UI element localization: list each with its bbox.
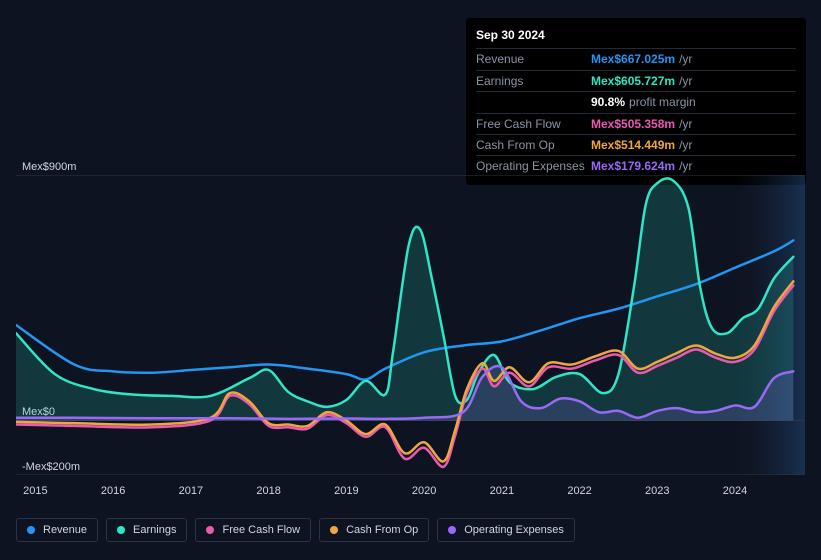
tooltip-row-value: Mex$605.727m xyxy=(591,74,675,88)
x-axis-tick-label: 2015 xyxy=(23,485,47,497)
tooltip-row-label: Free Cash Flow xyxy=(476,117,591,131)
tooltip-row: EarningsMex$605.727m/yr xyxy=(476,70,796,91)
tooltip-row-value: Mex$179.624m xyxy=(591,159,675,173)
tooltip-title: Sep 30 2024 xyxy=(476,24,796,48)
tooltip: Sep 30 2024 RevenueMex$667.025m/yrEarnin… xyxy=(466,18,806,185)
x-axis-tick-label: 2022 xyxy=(567,485,591,497)
legend-dot-icon xyxy=(448,526,456,534)
legend-item[interactable]: Free Cash Flow xyxy=(195,518,311,542)
x-axis-tick-label: 2023 xyxy=(645,485,669,497)
legend-item[interactable]: Earnings xyxy=(106,518,187,542)
x-axis-tick-label: 2024 xyxy=(723,485,747,497)
legend-label: Cash From Op xyxy=(346,524,418,536)
tooltip-row-unit: /yr xyxy=(679,138,692,152)
legend-item[interactable]: Cash From Op xyxy=(319,518,429,542)
legend-item[interactable]: Revenue xyxy=(16,518,98,542)
tooltip-row-value: Mex$505.358m xyxy=(591,117,675,131)
x-axis-ticks: 2015 2016 2017 2018 2019 2020 2021 2022 2023 2024 xyxy=(16,485,805,501)
chart-canvas xyxy=(16,175,805,475)
tooltip-row-value: Mex$667.025m xyxy=(591,52,675,66)
x-axis-tick-label: 2019 xyxy=(334,485,358,497)
tooltip-row: RevenueMex$667.025m/yr xyxy=(476,48,796,69)
tooltip-row-label: Operating Expenses xyxy=(476,159,591,173)
legend-label: Free Cash Flow xyxy=(222,524,300,536)
tooltip-row-label: Revenue xyxy=(476,52,591,66)
legend-dot-icon xyxy=(27,526,35,534)
y-axis-tick-label: Mex$900m xyxy=(22,161,76,173)
legend-dot-icon xyxy=(206,526,214,534)
legend-label: Earnings xyxy=(133,524,176,536)
tooltip-row-unit: /yr xyxy=(679,117,692,131)
x-axis-tick-label: 2021 xyxy=(490,485,514,497)
tooltip-row-value: Mex$514.449m xyxy=(591,138,675,152)
tooltip-row-unit: /yr xyxy=(679,74,692,88)
legend: Revenue Earnings Free Cash Flow Cash From O… xyxy=(16,518,575,542)
tooltip-row-label: Cash From Op xyxy=(476,138,591,152)
tooltip-row-label: Earnings xyxy=(476,74,591,88)
x-axis-tick-label: 2017 xyxy=(179,485,203,497)
financial-chart[interactable] xyxy=(16,175,805,475)
legend-label: Operating Expenses xyxy=(464,524,564,536)
x-axis-tick-label: 2020 xyxy=(412,485,436,497)
tooltip-row-unit: profit margin xyxy=(629,95,696,109)
tooltip-row: Operating ExpensesMex$179.624m/yr xyxy=(476,155,796,176)
tooltip-row: 90.8% profit margin xyxy=(476,91,796,112)
legend-dot-icon xyxy=(117,526,125,534)
tooltip-row-value: 90.8% xyxy=(591,95,625,109)
tooltip-row-unit: /yr xyxy=(679,159,692,173)
tooltip-row: Free Cash FlowMex$505.358m/yr xyxy=(476,113,796,134)
legend-label: Revenue xyxy=(43,524,87,536)
tooltip-row-unit: /yr xyxy=(679,52,692,66)
tooltip-row: Cash From OpMex$514.449m/yr xyxy=(476,134,796,155)
x-axis-tick-label: 2018 xyxy=(256,485,280,497)
legend-dot-icon xyxy=(330,526,338,534)
x-axis-tick-label: 2016 xyxy=(101,485,125,497)
legend-item[interactable]: Operating Expenses xyxy=(437,518,575,542)
